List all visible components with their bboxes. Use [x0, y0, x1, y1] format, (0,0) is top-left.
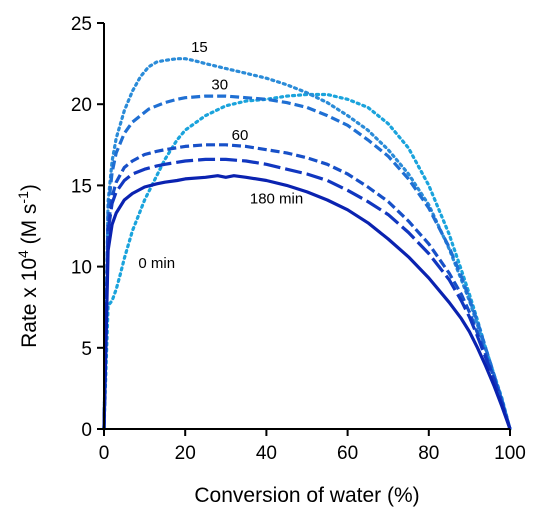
annotation-3: 180 min [250, 190, 303, 207]
x-tick-label-0: 0 [99, 443, 110, 464]
x-tick-label-40: 40 [256, 443, 277, 464]
series-line-0 [102, 92, 512, 431]
y-axis-title-prefix: Rate x 10 [18, 258, 41, 348]
x-tick-label-100: 100 [494, 443, 526, 464]
y-axis-title-unit: (M s [18, 204, 41, 251]
y-axis-title: Rate x 104 (M s-1) [15, 184, 41, 348]
y-tick-label-15: 15 [71, 176, 92, 197]
x-tick-label-60: 60 [337, 443, 358, 464]
series-line-5 [102, 174, 512, 430]
x-tick-label-80: 80 [418, 443, 439, 464]
y-tick-label-20: 20 [71, 95, 92, 116]
y-axis-title-exponent: 4 [15, 250, 31, 258]
y-tick-label-10: 10 [71, 258, 92, 279]
series-line-4 [102, 157, 512, 430]
x-tick-label-20: 20 [175, 443, 196, 464]
series-layer [102, 57, 512, 431]
y-tick-label-25: 25 [71, 14, 92, 35]
annotation-0: 15 [191, 39, 208, 56]
y-axis-title-unit-exponent: -1 [15, 191, 31, 204]
y-tick-label-5: 5 [81, 339, 92, 360]
series-line-3 [102, 143, 512, 430]
annotation-4: 0 min [138, 255, 175, 272]
x-axis-title: Conversion of water (%) [194, 484, 419, 507]
axes-layer: 0 5 10 15 20 25 0 20 40 60 80 100 [71, 14, 526, 464]
series-line-2 [102, 94, 512, 430]
y-axis-title-unit-close: ) [18, 184, 41, 191]
annotation-2: 60 [232, 127, 249, 144]
annotation-layer: 15 30 60 180 min 0 min [138, 39, 303, 272]
annotation-1: 30 [211, 77, 228, 94]
y-tick-label-0: 0 [81, 420, 92, 441]
